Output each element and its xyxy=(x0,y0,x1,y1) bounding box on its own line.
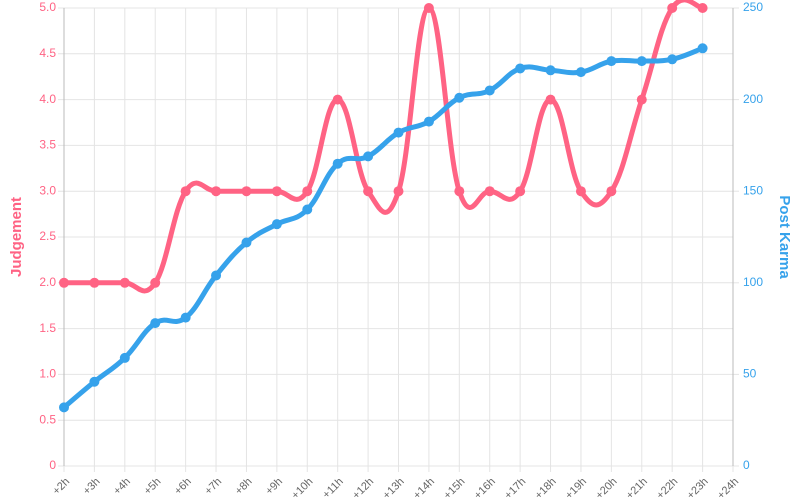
x-tick-label: +4h xyxy=(111,476,133,498)
y-tick-label: 3.5 xyxy=(39,138,56,152)
x-tick-label: +12h xyxy=(350,476,376,500)
y-tick-label: 2.5 xyxy=(39,229,56,243)
data-point xyxy=(454,92,465,103)
x-tick-label: +9h xyxy=(263,476,285,498)
y-tick-label: 1.0 xyxy=(39,367,56,381)
data-point xyxy=(332,158,343,169)
data-point xyxy=(363,151,374,162)
data-point xyxy=(119,277,130,288)
data-point xyxy=(393,127,404,138)
data-point xyxy=(636,94,647,105)
x-tick-label: +18h xyxy=(533,476,559,500)
data-point xyxy=(393,186,404,197)
y2-tick-label: 250 xyxy=(743,0,763,14)
x-tick-label: +21h xyxy=(624,476,650,500)
y2-tick-label: 50 xyxy=(743,367,757,381)
y-tick-label: 4.5 xyxy=(39,46,56,60)
x-tick-label: +14h xyxy=(411,476,437,500)
x-tick-label: +24h xyxy=(715,476,741,500)
data-point xyxy=(545,65,556,76)
data-point xyxy=(545,94,556,105)
data-point xyxy=(484,186,495,197)
data-point xyxy=(271,186,282,197)
x-tick-label: +2h xyxy=(50,476,72,498)
data-point xyxy=(180,186,191,197)
data-point xyxy=(454,186,465,197)
x-tick-label: +8h xyxy=(233,476,255,498)
y-tick-label: 4.0 xyxy=(39,92,56,106)
y-tick-label: 0.5 xyxy=(39,412,56,426)
data-point xyxy=(484,85,495,96)
series-line xyxy=(61,45,706,410)
data-point xyxy=(89,277,100,288)
y-axis-title: Judgement xyxy=(8,197,25,277)
data-point xyxy=(423,116,434,127)
x-tick-label: +16h xyxy=(472,476,498,500)
y-tick-label: 1.5 xyxy=(39,321,56,335)
x-tick-label: +15h xyxy=(441,476,467,500)
data-point xyxy=(667,3,678,13)
data-point xyxy=(180,312,191,323)
x-tick-label: +19h xyxy=(563,476,589,500)
data-point xyxy=(515,63,526,74)
data-point xyxy=(575,67,586,78)
x-tick-label: +13h xyxy=(381,476,407,500)
data-point xyxy=(89,376,100,387)
x-tick-label: +23h xyxy=(685,476,711,500)
y-tick-label: 5.0 xyxy=(39,0,56,14)
data-point xyxy=(211,186,222,197)
data-point xyxy=(271,219,282,230)
data-point xyxy=(150,318,161,329)
x-tick-label: +22h xyxy=(654,476,680,500)
x-tick-label: +7h xyxy=(203,476,225,498)
data-point xyxy=(636,56,647,67)
y2-tick-label: 200 xyxy=(743,92,763,106)
data-point xyxy=(606,186,617,197)
x-tick-label: +11h xyxy=(320,476,345,500)
data-point xyxy=(667,54,678,65)
y2-tick-label: 100 xyxy=(743,275,763,289)
y-tick-label: 2.0 xyxy=(39,275,56,289)
x-tick-label: +5h xyxy=(142,476,164,498)
data-point xyxy=(59,402,69,413)
data-point xyxy=(332,94,343,105)
data-point xyxy=(59,277,69,288)
x-tick-label: +3h xyxy=(81,476,103,498)
data-point xyxy=(302,186,313,197)
data-point xyxy=(515,186,526,197)
y-tick-label: 0 xyxy=(49,458,56,472)
data-point xyxy=(423,3,434,13)
data-point xyxy=(241,186,252,197)
data-point xyxy=(241,237,252,248)
y2-axis-title: Post Karma xyxy=(776,195,793,279)
data-point xyxy=(119,352,130,363)
y-tick-label: 3.0 xyxy=(39,183,56,197)
y2-tick-label: 0 xyxy=(743,458,750,472)
data-point xyxy=(697,3,708,13)
x-tick-label: +20h xyxy=(594,476,620,500)
y2-tick-label: 150 xyxy=(743,183,763,197)
data-point xyxy=(697,43,708,54)
data-point xyxy=(606,56,617,67)
x-tick-label: +10h xyxy=(289,476,315,500)
data-point xyxy=(363,186,374,197)
data-point xyxy=(302,204,313,215)
x-tick-label: +6h xyxy=(172,476,194,498)
data-point xyxy=(211,270,222,281)
data-point xyxy=(575,186,586,197)
x-tick-label: +17h xyxy=(502,476,528,500)
data-point xyxy=(150,277,161,288)
